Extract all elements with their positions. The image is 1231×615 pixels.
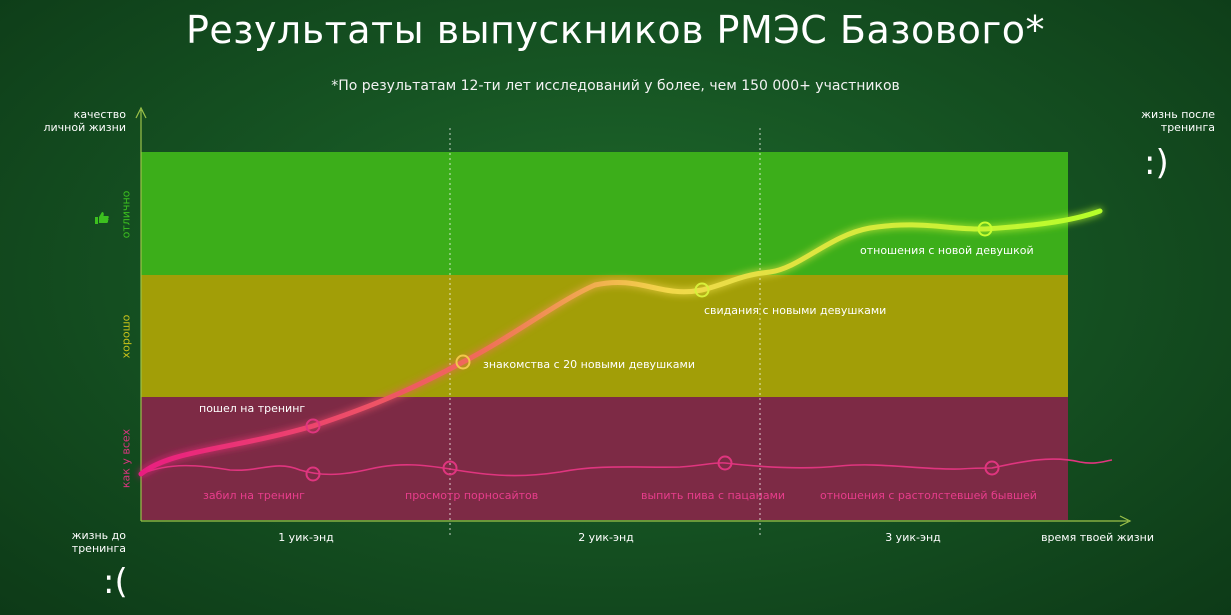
life-after-label: жизнь после тренинга <box>1141 108 1215 134</box>
good-milestone-marker <box>977 221 993 237</box>
good-milestone-marker <box>694 282 710 298</box>
good-label-1: пошел на тренинг <box>199 402 305 415</box>
bad-label-4: отношения с растолстевшей бывшей <box>820 489 1037 502</box>
good-markers <box>305 221 993 434</box>
good-milestone-marker <box>455 354 471 370</box>
weekend-label-1: 1 уик-энд <box>278 531 334 544</box>
sad-smiley: :( <box>103 562 128 602</box>
weekend-label-2: 2 уик-энд <box>578 531 634 544</box>
band-average <box>141 397 1068 520</box>
bad-markers <box>305 455 1000 482</box>
bad-label-3: выпить пива с пацанами <box>641 489 785 502</box>
page-title: Результаты выпускников РМЭС Базового* <box>185 8 1046 52</box>
weekend-label-3: 3 уик-энд <box>885 531 941 544</box>
thumbs-up-icon <box>95 212 109 224</box>
band-good <box>141 275 1068 397</box>
page-subtitle: *По результатам 12-ти лет исследований у… <box>331 78 900 94</box>
good-label-4: отношения с новой девушкой <box>860 244 1034 257</box>
happy-smiley: :) <box>1144 143 1169 183</box>
good-label-3: свидания с новыми девушками <box>704 304 886 317</box>
bad-life-curve <box>140 458 1113 477</box>
band-label-excellent: отлично <box>119 190 133 239</box>
band-excellent <box>141 152 1068 275</box>
good-milestone-marker <box>305 418 321 434</box>
x-axis-label: время твоей жизни <box>1041 531 1154 544</box>
bad-milestone-marker <box>717 455 733 471</box>
bad-milestone-marker <box>984 460 1000 476</box>
bad-milestone-marker <box>305 466 321 482</box>
bad-milestone-marker <box>442 460 458 476</box>
x-axis-arrow <box>1119 515 1132 527</box>
y-axis-label: качество личной жизни <box>43 108 127 134</box>
good-life-curve <box>138 208 1103 477</box>
y-axis-arrow <box>135 106 147 119</box>
bad-label-2: просмотр порносайтов <box>405 489 538 502</box>
band-label-good: хорошо <box>119 314 133 359</box>
band-label-average: как у всех <box>119 428 133 489</box>
bad-label-1: забил на тренинг <box>203 489 305 502</box>
good-label-2: знакомства с 20 новыми девушками <box>483 358 695 371</box>
life-before-label: жизнь до тренинга <box>71 529 126 555</box>
